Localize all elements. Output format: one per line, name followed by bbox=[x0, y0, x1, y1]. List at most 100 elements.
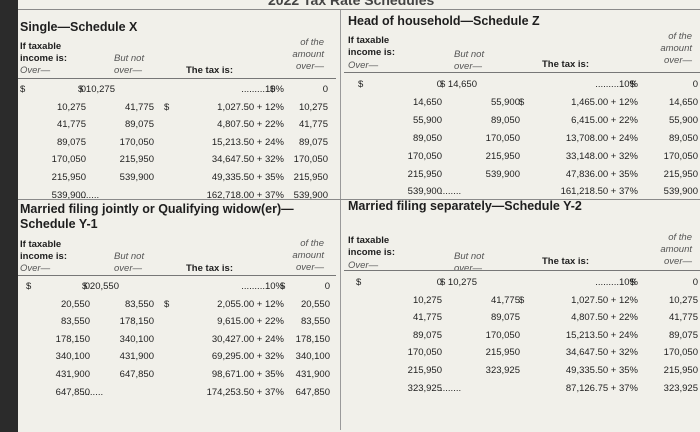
document-title: 2022 Tax Rate Schedules bbox=[268, 0, 435, 8]
cell-of-amount-over: 55,900 bbox=[668, 114, 698, 126]
cell-of-amount-over: 178,150 bbox=[295, 333, 330, 345]
dollar-sign: $ bbox=[280, 281, 286, 292]
cell-tax: 15,213.50 + 24% bbox=[565, 329, 638, 341]
cell-tax: 34,647.50 + 32% bbox=[565, 347, 638, 359]
hdr-tax-is: The tax is: bbox=[542, 59, 589, 70]
cell-over: 539,900 bbox=[407, 186, 442, 198]
cell-but-not-over: $ 20,550 bbox=[82, 281, 119, 292]
cell-tax: 69,295.00 + 32% bbox=[211, 351, 284, 363]
cell-over: 170,050 bbox=[407, 347, 442, 359]
cell-tax: .........10% bbox=[595, 277, 638, 288]
hdr-of-the: of the bbox=[668, 232, 692, 243]
cell-but-not-over: 170,050 bbox=[485, 329, 520, 341]
cell-over: 89,050 bbox=[412, 132, 442, 144]
cell-over: 340,100 bbox=[55, 351, 90, 363]
hdr-but-not: But not bbox=[114, 251, 145, 262]
hdr-amount: amount bbox=[292, 250, 324, 261]
cell-over: 215,950 bbox=[51, 172, 86, 183]
hdr-income-is: income is: bbox=[20, 251, 67, 262]
cell-tax: .........10% bbox=[241, 84, 284, 95]
cell-tax: 13,708.00 + 24% bbox=[565, 132, 638, 144]
schedule-y2: Married filing separately—Schedule Y-2 I… bbox=[342, 199, 700, 432]
schedule-x: Single—Schedule X If taxable income is: … bbox=[18, 0, 338, 212]
cell-tax: 2,055.00 + 12% bbox=[217, 298, 284, 310]
cell-over: 170,050 bbox=[51, 154, 86, 166]
cell-over: 647,850 bbox=[55, 386, 90, 398]
cell-of-amount-over: 89,050 bbox=[668, 132, 698, 144]
cell-over: 0 bbox=[436, 277, 442, 288]
cell-tax: 49,335.50 + 35% bbox=[211, 172, 284, 183]
hdr-but-not: But not bbox=[454, 49, 485, 60]
cell-of-amount-over: 431,900 bbox=[295, 369, 330, 380]
cell-but-not-over: 647,850 bbox=[119, 369, 154, 380]
cell-but-not-over: 89,050 bbox=[490, 114, 520, 126]
cell-of-amount-over: 10,275 bbox=[298, 101, 328, 113]
cell-of-amount-over: 170,050 bbox=[663, 150, 698, 162]
hdr-over2: over— bbox=[454, 61, 482, 72]
hdr-income-is: income is: bbox=[348, 247, 395, 258]
cell-but-not-over: 178,150 bbox=[119, 316, 154, 328]
hdr-over: Over— bbox=[20, 263, 51, 274]
cell-but-not-over: 539,900 bbox=[119, 172, 154, 183]
cell-of-amount-over: 323,925 bbox=[663, 382, 698, 394]
cell-over: 178,150 bbox=[55, 333, 90, 345]
cell-of-amount-over: 89,075 bbox=[668, 329, 698, 341]
cell-tax: 49,335.50 + 35% bbox=[565, 365, 638, 376]
cell-tax: 9,615.00 + 22% bbox=[217, 316, 284, 328]
hdr-of-the: of the bbox=[668, 31, 692, 42]
cell-but-not-over: 170,050 bbox=[119, 136, 154, 148]
cell-but-not-over: $ 10,275 bbox=[78, 84, 115, 95]
cell-but-not-over: 83,550 bbox=[124, 298, 154, 310]
cell-of-amount-over: 0 bbox=[322, 84, 328, 95]
cell-over: 89,075 bbox=[56, 136, 86, 148]
cell-of-amount-over: 0 bbox=[692, 277, 698, 288]
cell-over: 215,950 bbox=[407, 365, 442, 376]
cell-but-not-over: 215,950 bbox=[485, 347, 520, 359]
cell-but-not-over: 215,950 bbox=[119, 154, 154, 166]
cell-over: 0 bbox=[436, 79, 442, 90]
dollar-sign: $ bbox=[26, 281, 32, 292]
dollar-sign: $ bbox=[164, 298, 170, 310]
hdr-income-is: income is: bbox=[348, 47, 395, 58]
cell-over: 0 bbox=[84, 281, 90, 292]
cell-tax: 162,718.00 + 37% bbox=[206, 189, 284, 201]
cell-of-amount-over: 215,950 bbox=[293, 172, 328, 183]
cell-over: 55,900 bbox=[412, 114, 442, 126]
cell-but-not-over: ........ bbox=[440, 186, 462, 198]
schedule-x-title: Single—Schedule X bbox=[20, 20, 138, 34]
cell-tax: 4,807.50 + 22% bbox=[571, 312, 638, 324]
cell-over: 539,900 bbox=[51, 189, 86, 201]
cell-tax: 87,126.75 + 37% bbox=[565, 382, 638, 394]
cell-tax: 15,213.50 + 24% bbox=[211, 136, 284, 148]
cell-but-not-over: 323,925 bbox=[485, 365, 520, 376]
cell-of-amount-over: 215,950 bbox=[663, 168, 698, 180]
hdr-if-taxable: If taxable bbox=[20, 41, 62, 52]
hdr-over2: over— bbox=[114, 65, 142, 76]
cell-tax: 1,465.00 + 12% bbox=[571, 96, 638, 108]
cell-of-amount-over: 41,775 bbox=[668, 312, 698, 324]
cell-tax: 161,218.50 + 37% bbox=[560, 186, 638, 198]
cell-tax: 174,253.50 + 37% bbox=[206, 386, 284, 398]
cell-tax: 98,671.00 + 35% bbox=[211, 369, 284, 380]
cell-but-not-over: $ 14,650 bbox=[440, 79, 477, 90]
cell-but-not-over: 431,900 bbox=[119, 351, 154, 363]
hdr-over2: over— bbox=[114, 263, 142, 274]
schedule-y1-title-line2: Schedule Y-1 bbox=[20, 217, 98, 231]
cell-of-amount-over: 89,075 bbox=[298, 136, 328, 148]
hdr-tax-is: The tax is: bbox=[186, 65, 233, 76]
cell-of-amount-over: 0 bbox=[324, 281, 330, 292]
hdr-income-is: income is: bbox=[20, 53, 67, 64]
hdr-if-taxable: If taxable bbox=[348, 35, 390, 46]
cell-tax: 47,836.00 + 35% bbox=[565, 168, 638, 180]
hdr-over: Over— bbox=[348, 260, 379, 271]
cell-but-not-over: 215,950 bbox=[485, 150, 520, 162]
cell-of-amount-over: 647,850 bbox=[295, 386, 330, 398]
hdr-tax-is: The tax is: bbox=[186, 263, 233, 274]
cell-of-amount-over: 539,900 bbox=[663, 186, 698, 198]
cell-but-not-over: 89,075 bbox=[124, 119, 154, 131]
hdr-over3: over— bbox=[664, 55, 692, 66]
schedule-y2-title: Married filing separately—Schedule Y-2 bbox=[348, 199, 582, 213]
hdr-over3: over— bbox=[296, 262, 324, 273]
cell-of-amount-over: 170,050 bbox=[663, 347, 698, 359]
cell-of-amount-over: 41,775 bbox=[298, 119, 328, 131]
